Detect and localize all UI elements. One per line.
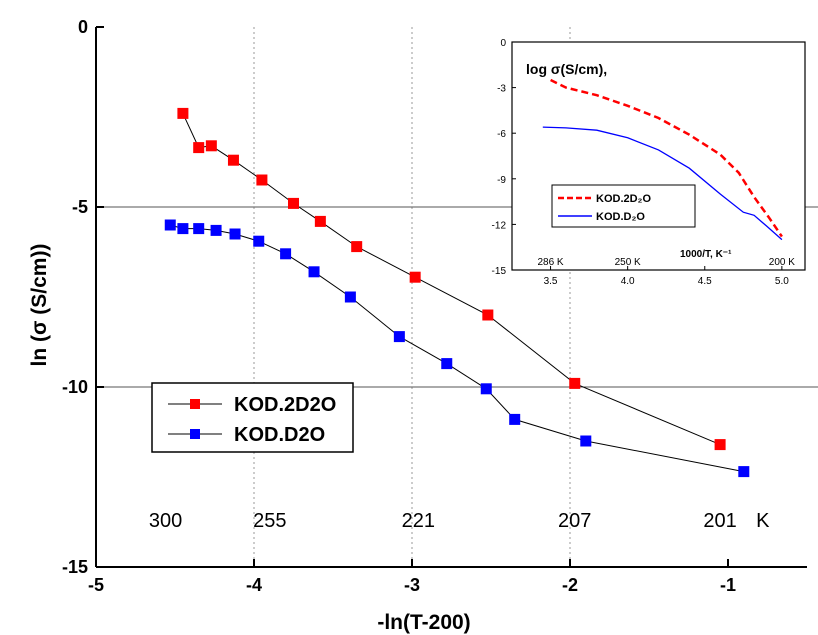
temperature-label: 221 [402,510,435,532]
x-tick-label: -1 [720,575,736,595]
data-point [164,219,176,231]
x-tick-label: -3 [404,575,420,595]
temperature-label: K [756,510,770,532]
data-point [393,331,405,343]
x-tick-label: -2 [562,575,578,595]
y-tick-label: 0 [78,17,88,37]
inset-y-tick-label: -9 [497,175,506,186]
data-point [177,107,189,119]
data-point [482,309,494,321]
data-point [344,291,356,303]
legend-label-kod2d2o: KOD.2D2O [234,394,336,416]
data-point [205,140,217,152]
data-point [227,154,239,166]
inset-y-tick-label: -6 [497,129,506,140]
inset-legend-label-kodd2o: KOD.D₂O [596,211,645,223]
main-series-layer [164,107,750,478]
y-tick-label: -5 [72,197,88,217]
inset-series-line-kod2d2o [550,78,783,238]
inset-series-layer [542,78,783,241]
data-point [193,223,205,235]
inset-series-line-kodd2o [542,126,783,241]
inset-temperature-labels: 286 K 250 K 200 K [537,257,795,268]
data-point [210,224,222,236]
inset-x-tick-label: 5.0 [775,276,789,287]
data-point [193,142,205,154]
legend-box [151,382,354,453]
data-point [229,228,241,240]
x-tick-label: -5 [88,575,104,595]
legend-marker-kod2d2o [190,399,200,409]
x-axis-label: -ln(T-200) [377,611,470,634]
data-point [253,235,265,247]
legend-marker-kodd2o [190,429,200,439]
temperature-label: 300 [149,510,182,532]
data-point [509,413,521,425]
data-point [177,223,189,235]
inset-x-tick-label: 4.5 [698,276,712,287]
series-kodd2o [164,219,750,478]
inset-legend-label-kod2d2o: KOD.2D₂O [596,193,651,205]
legend: KOD.2D2O KOD.D2O [151,382,354,453]
data-point [308,266,320,278]
inset-y-tick-label: -3 [497,84,506,95]
inset-temperature-label: 250 K [615,257,641,268]
data-point [714,439,726,451]
inset-legend: KOD.2D₂O KOD.D₂O [551,184,696,228]
y-axis-label: ln (σ (S/cm)) [28,244,51,367]
data-point [280,248,292,260]
temperature-label: 207 [558,510,591,532]
temperature-label: 255 [253,510,286,532]
x-tick-label: -4 [246,575,262,595]
inset-temperature-label: 200 K [769,257,795,268]
inset-background [512,42,805,270]
inset-y-tick-label: -15 [492,266,507,277]
inset-axes: 0 -3 -6 -9 -12 -15 3.5 4.0 4.5 5.0 [492,38,806,287]
inset-y-tick-label: 0 [500,38,506,49]
data-point [738,466,750,478]
legend-label-kodd2o: KOD.D2O [234,424,325,446]
inset-frame [511,41,806,271]
temperature-labels: 300 255 221 207 201 K [149,510,770,532]
data-point [288,197,299,209]
data-point [480,383,492,395]
data-point [409,271,421,283]
series-kod2d2o [177,107,726,451]
y-tick-label: -10 [62,377,88,397]
y-tick-label: -15 [62,557,88,577]
inset-chart: 0 -3 -6 -9 -12 -15 3.5 4.0 4.5 5.0 log σ(S/cm), 1… [492,38,806,287]
data-point [256,174,268,186]
data-point [314,215,326,227]
inset-x-axis-label: 1000/T, K⁻¹ [680,249,732,260]
data-point [441,358,453,370]
inset-x-tick-label: 4.0 [621,276,635,287]
inset-y-tick-label: -12 [492,220,507,231]
data-point [580,435,592,447]
data-point [351,241,363,253]
inset-title: log σ(S/cm), [526,61,607,77]
temperature-label: 201 [703,510,736,532]
data-point [569,377,581,389]
inset-temperature-label: 286 K [537,257,563,268]
inset-legend-box [551,184,696,228]
main-axes: -5 -4 -3 -2 -10-5-10-15 [62,17,807,595]
inset-x-tick-label: 3.5 [544,276,558,287]
